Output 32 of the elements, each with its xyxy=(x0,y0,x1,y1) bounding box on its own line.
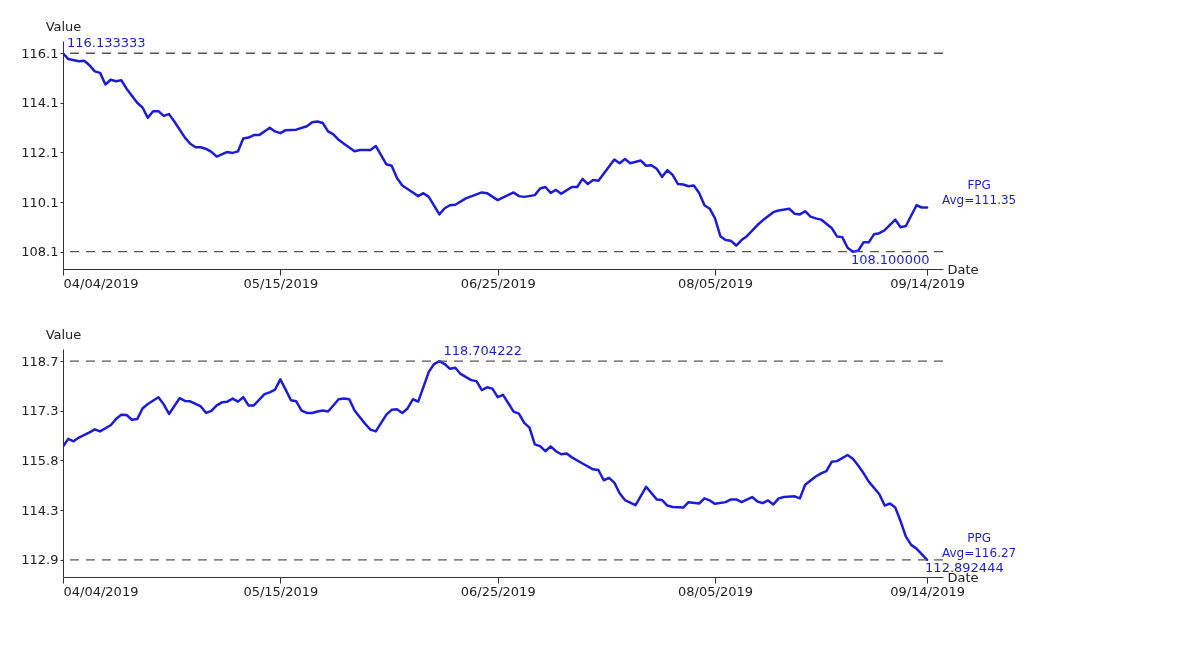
x-axis-title: Date xyxy=(947,261,979,277)
x-tick-label: 09/14/2019 xyxy=(890,583,966,599)
x-tick-label: 08/05/2019 xyxy=(678,275,754,291)
y-tick-label: 115.8 xyxy=(21,452,59,468)
y-tick-label: 118.7 xyxy=(21,353,59,369)
annotation: 118.704222 xyxy=(443,343,522,359)
y-tick-label: 112.1 xyxy=(21,144,59,160)
line-series xyxy=(63,52,929,253)
annotation: 108.100000 xyxy=(850,251,930,267)
line-series xyxy=(63,359,929,562)
annotation: 116.133333 xyxy=(67,35,146,51)
y-tick-label: 117.3 xyxy=(21,403,59,419)
y-tick-label: 112.9 xyxy=(21,552,59,568)
text: FPG xyxy=(967,178,991,193)
y-axis-title: Value xyxy=(45,326,82,342)
x-tick-label: 09/14/2019 xyxy=(890,275,966,291)
x-tick-label: 04/04/2019 xyxy=(63,275,139,291)
annotation: Avg=111.35 xyxy=(941,193,1017,208)
y-tick-label: 114.3 xyxy=(21,502,59,518)
text: PPG xyxy=(967,530,991,545)
y-axis-title: Value xyxy=(45,18,82,34)
x-tick-label: 06/25/2019 xyxy=(460,583,536,599)
y-tick-label: 108.1 xyxy=(21,244,59,260)
x-tick-label: 08/05/2019 xyxy=(678,583,754,599)
y-tick-label: 110.1 xyxy=(21,194,59,210)
x-tick-label: 06/25/2019 xyxy=(460,275,536,291)
y-tick-label: 114.1 xyxy=(21,95,59,111)
y-tick-label: 116.1 xyxy=(21,45,59,61)
x-tick-label: 05/15/2019 xyxy=(243,275,319,291)
x-tick-label: 04/04/2019 xyxy=(63,583,139,599)
annotation: Avg=116.27 xyxy=(941,545,1017,560)
x-tick-label: 05/15/2019 xyxy=(243,583,319,599)
